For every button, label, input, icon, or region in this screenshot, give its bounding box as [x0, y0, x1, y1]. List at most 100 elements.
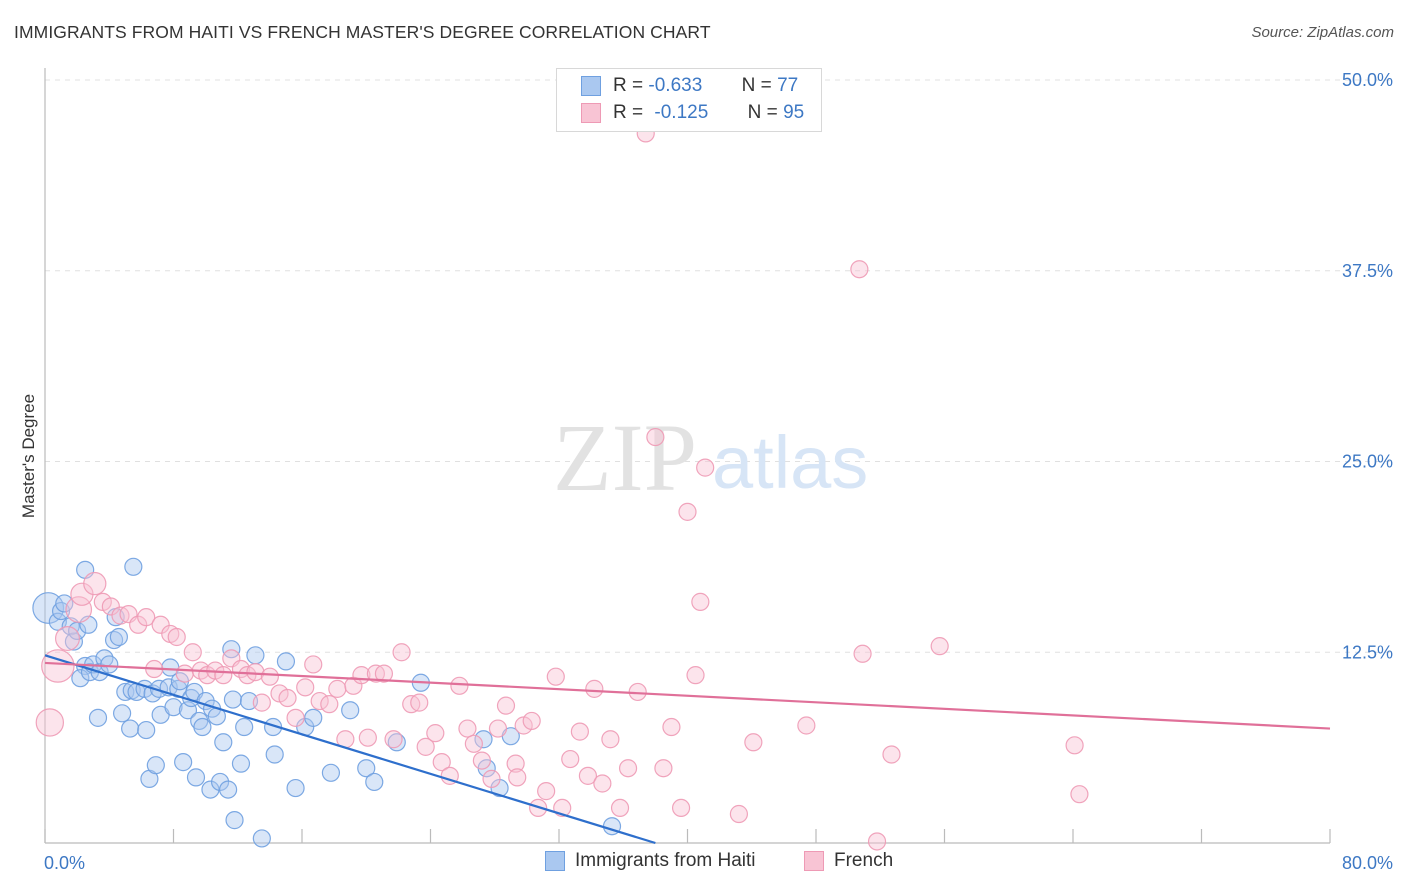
haiti-point — [88, 708, 108, 727]
french-point — [585, 679, 604, 698]
y-tick-labels: 12.5% 25.0% 37.5% 50.0% — [1342, 70, 1393, 662]
french-point — [175, 664, 194, 683]
trend-lines — [44, 654, 1331, 845]
watermark-atlas: atlas — [712, 421, 868, 504]
haiti-point — [365, 772, 384, 792]
haiti-swatch — [581, 75, 601, 96]
french-point — [304, 655, 323, 674]
french-point — [426, 724, 445, 743]
french-point — [744, 733, 763, 752]
haiti-point — [304, 708, 323, 727]
french-point — [374, 664, 394, 683]
french-point — [137, 608, 156, 627]
french-point — [432, 753, 451, 772]
french-point — [384, 730, 403, 749]
haiti-point — [321, 763, 341, 782]
legend-haiti-r-value: -0.633 — [648, 75, 703, 96]
french-point — [260, 667, 279, 686]
series-haiti-swatch — [545, 850, 565, 871]
chart-title: IMMIGRANTS FROM HAITI VS FRENCH MASTER'S… — [14, 22, 711, 42]
haiti-point — [124, 557, 143, 576]
haiti-point — [174, 753, 193, 772]
legend-haiti-n-label: N = — [741, 75, 772, 96]
x-tick-label: 0.0% — [44, 853, 85, 873]
french-point — [482, 769, 501, 789]
french-point — [686, 666, 705, 685]
haiti-point — [146, 756, 165, 775]
haiti-point — [235, 717, 254, 737]
french-point — [286, 708, 305, 727]
series-legend-french[interactable]: French — [804, 850, 893, 872]
axes — [44, 68, 1331, 844]
x-tick-label: 80.0% — [1342, 853, 1393, 873]
french-point — [882, 745, 901, 764]
french-point — [464, 734, 483, 753]
french-point — [570, 722, 589, 741]
french-point — [850, 260, 869, 279]
haiti-point — [265, 745, 284, 764]
haiti-point — [474, 730, 493, 749]
french-point — [410, 693, 429, 712]
haiti-point — [246, 646, 265, 665]
french-point — [546, 667, 565, 686]
french-point — [646, 427, 665, 447]
french-point — [252, 693, 271, 712]
french-point — [867, 832, 887, 851]
haiti-point — [193, 717, 212, 737]
french-point — [83, 571, 107, 596]
haiti-point — [55, 594, 74, 613]
haiti-point — [219, 780, 238, 799]
y-axis-label: Master's Degree — [19, 394, 38, 518]
french-point — [522, 711, 541, 731]
haiti-point — [100, 655, 119, 674]
haiti-point — [225, 811, 244, 830]
haiti-point — [64, 632, 84, 651]
haiti-point — [222, 640, 241, 659]
french-point — [508, 768, 527, 787]
french-point — [278, 688, 297, 708]
data-points — [32, 124, 1089, 851]
series-legend: Immigrants from Haiti French — [0, 850, 1406, 878]
french-point — [472, 751, 491, 770]
legend-haiti-r-label: R = — [613, 75, 644, 96]
french-point — [671, 798, 691, 818]
haiti-point — [121, 719, 140, 738]
french-point — [328, 679, 347, 698]
haiti-point — [186, 768, 206, 787]
haiti-point — [201, 780, 220, 799]
french-point — [496, 696, 516, 715]
y-tick-label: 25.0% — [1342, 452, 1393, 472]
series-french-swatch — [804, 850, 824, 871]
watermark-zip: ZIP — [553, 404, 697, 511]
french-point — [618, 759, 638, 778]
series-legend-haiti[interactable]: Immigrants from Haiti — [545, 850, 756, 872]
french-swatch — [581, 102, 601, 123]
watermark: ZIP atlas — [553, 404, 868, 511]
haiti-point — [137, 720, 156, 740]
french-trend-line — [44, 661, 1331, 730]
legend-haiti-n-value: 77 — [777, 75, 799, 96]
grid-lines — [45, 79, 1392, 653]
legend-french-r-label: R = — [613, 102, 644, 123]
haiti-point — [286, 778, 305, 798]
french-point — [593, 774, 612, 793]
french-point — [450, 676, 469, 695]
legend-row-haiti: R = -0.633 N = 77 — [581, 75, 798, 101]
legend-french-n-label: N = — [747, 102, 778, 123]
y-tick-label: 50.0% — [1342, 70, 1393, 90]
y-tick-label: 12.5% — [1342, 642, 1393, 662]
haiti-point — [357, 759, 376, 778]
french-point — [358, 728, 377, 747]
haiti-point — [341, 701, 360, 720]
french-point — [183, 643, 202, 662]
haiti-point — [231, 754, 251, 773]
x-tick-labels: 0.0% 80.0% — [44, 853, 1393, 873]
french-point — [506, 754, 525, 773]
legend-french-r-value: -0.125 — [654, 102, 709, 123]
french-point — [601, 730, 620, 749]
haiti-point — [71, 669, 90, 688]
french-point — [729, 804, 749, 824]
french-point — [488, 719, 508, 738]
french-point — [537, 782, 556, 801]
